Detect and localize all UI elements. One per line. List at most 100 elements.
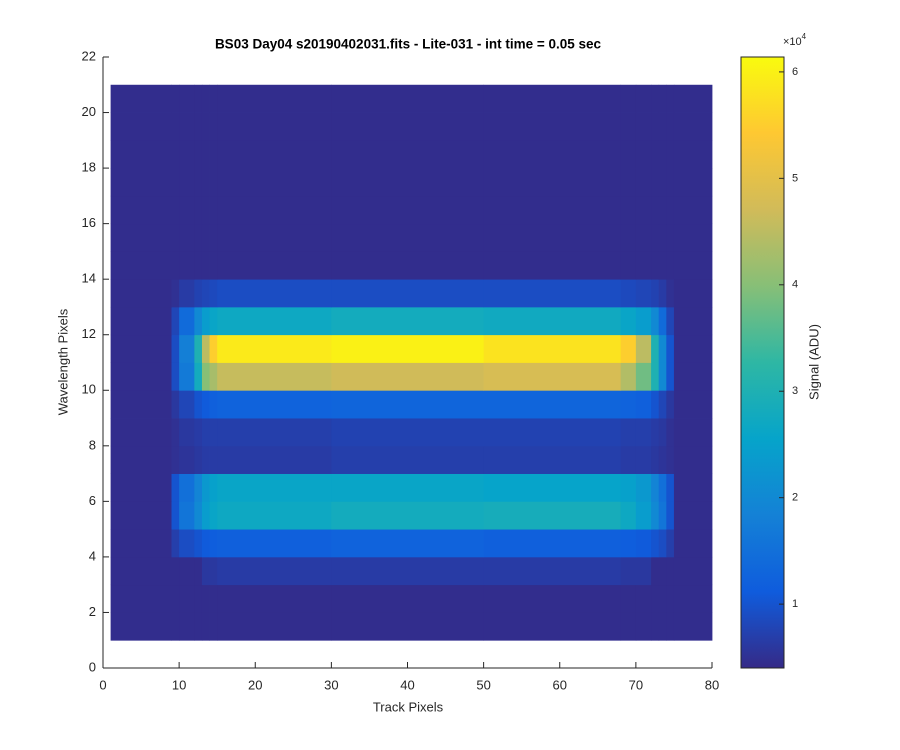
heatmap-cell xyxy=(658,140,667,169)
heatmap-cell xyxy=(620,529,637,558)
x-tick-label: 30 xyxy=(324,677,338,692)
heatmap-cell xyxy=(179,334,195,363)
heatmap-cell xyxy=(331,279,485,308)
heatmap-cell xyxy=(179,584,195,613)
heatmap-cell xyxy=(483,612,622,641)
heatmap-cell xyxy=(171,529,180,558)
heatmap-cell xyxy=(194,334,203,363)
x-tick-label: 10 xyxy=(172,677,186,692)
colorbar-tick-label: 3 xyxy=(792,385,798,397)
heatmap-cell xyxy=(194,612,203,641)
heatmap-cell xyxy=(209,501,218,530)
y-tick-label: 4 xyxy=(89,548,96,563)
heatmap-cell xyxy=(635,390,652,419)
heatmap-cell xyxy=(209,306,218,336)
heatmap-cell xyxy=(194,362,203,391)
heatmap-cell xyxy=(635,473,652,502)
heatmap-cell xyxy=(620,84,637,113)
heatmap-cell xyxy=(201,584,210,613)
heatmap-cell xyxy=(209,362,218,391)
heatmap-cell xyxy=(658,195,667,225)
heatmap-cell xyxy=(171,362,180,391)
colorbar-tick-label: 5 xyxy=(792,172,798,184)
heatmap-cell xyxy=(110,112,172,141)
heatmap-cell xyxy=(673,223,713,252)
heatmap-cell xyxy=(331,195,485,225)
heatmap-cell xyxy=(651,223,660,252)
heatmap-cell xyxy=(666,195,675,225)
heatmap-cell xyxy=(110,473,172,502)
multiplier-base: ×10 xyxy=(783,36,802,48)
heatmap-cell xyxy=(658,612,667,641)
heatmap-cell xyxy=(651,584,660,613)
heatmap-cell xyxy=(331,334,485,363)
heatmap-cell xyxy=(483,306,622,336)
heatmap-cell xyxy=(635,501,652,530)
heatmap-cell xyxy=(673,445,713,474)
heatmap-cell xyxy=(171,279,180,308)
heatmap-cell xyxy=(620,306,637,336)
y-tick-label: 12 xyxy=(82,326,96,341)
heatmap-cell xyxy=(620,334,637,363)
heatmap-cell xyxy=(194,390,203,419)
heatmap-cell xyxy=(201,473,210,502)
x-axis-label: Track Pixels xyxy=(373,699,444,714)
heatmap-cell xyxy=(666,418,675,447)
heatmap-cell xyxy=(179,529,195,558)
heatmap-cell xyxy=(331,390,485,419)
heatmap-cell xyxy=(110,140,172,169)
heatmap-cell xyxy=(331,140,485,169)
heatmap-cell xyxy=(620,168,637,197)
y-tick-label: 18 xyxy=(82,160,96,175)
heatmap-cell xyxy=(658,362,667,391)
heatmap-cell xyxy=(658,418,667,447)
heatmap-cell xyxy=(658,279,667,308)
heatmap-cell xyxy=(201,418,210,447)
heatmap-cell xyxy=(620,556,637,586)
heatmap-cell xyxy=(209,251,218,280)
heatmap-cell xyxy=(110,223,172,252)
heatmap-cell xyxy=(658,556,667,586)
heatmap-cell xyxy=(331,473,485,502)
heatmap-cell xyxy=(666,473,675,502)
heatmap-cell xyxy=(620,390,637,419)
heatmap-cell xyxy=(201,612,210,641)
heatmap-cell xyxy=(635,168,652,197)
heatmap-cell xyxy=(110,334,172,363)
heatmap-cell xyxy=(620,112,637,141)
heatmap-cell xyxy=(666,168,675,197)
heatmap-cell xyxy=(635,362,652,391)
heatmap-cell xyxy=(483,334,622,363)
heatmap-cell xyxy=(179,556,195,586)
heatmap-cell xyxy=(179,306,195,336)
heatmap-cell xyxy=(651,84,660,113)
heatmap-cell xyxy=(666,612,675,641)
heatmap-cell xyxy=(331,529,485,558)
colorbar-tick-label: 4 xyxy=(792,279,798,291)
y-tick-label: 0 xyxy=(89,659,96,674)
heatmap-cell xyxy=(171,584,180,613)
heatmap-cell xyxy=(194,445,203,474)
heatmap-cell xyxy=(651,529,660,558)
heatmap-cell xyxy=(331,445,485,474)
heatmap-cell xyxy=(673,418,713,447)
heatmap-cell xyxy=(179,473,195,502)
heatmap-cell xyxy=(620,140,637,169)
heatmap-cell xyxy=(673,195,713,225)
heatmap-cell xyxy=(171,612,180,641)
heatmap-cell xyxy=(620,584,637,613)
heatmap-cell xyxy=(673,140,713,169)
heatmap-cell xyxy=(483,112,622,141)
heatmap-cell xyxy=(217,251,332,280)
heatmap-cell xyxy=(209,279,218,308)
heatmap-cell xyxy=(217,612,332,641)
heatmap-cell xyxy=(171,390,180,419)
heatmap-cell xyxy=(635,418,652,447)
heatmap-cell xyxy=(483,501,622,530)
heatmap-cell xyxy=(209,334,218,363)
heatmap-cell xyxy=(666,501,675,530)
heatmap-cell xyxy=(651,251,660,280)
heatmap-cell xyxy=(194,140,203,169)
heatmap-cell xyxy=(110,584,172,613)
heatmap-cell xyxy=(666,251,675,280)
